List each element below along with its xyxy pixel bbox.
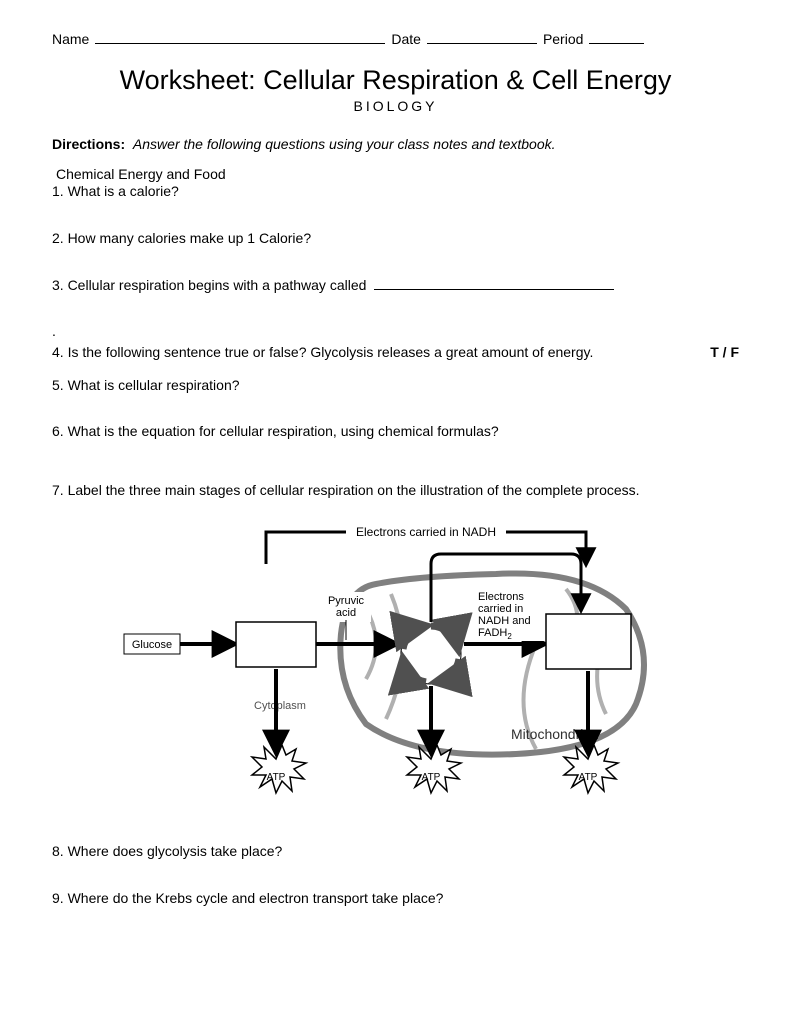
question-8: 8. Where does glycolysis take place? — [52, 842, 739, 861]
section-heading: Chemical Energy and Food — [56, 166, 739, 182]
svg-text:ATP: ATP — [266, 772, 285, 783]
question-4-text: 4. Is the following sentence true or fal… — [52, 343, 593, 362]
respiration-diagram: Electrons carried in NADH Glucose Pyruvi… — [116, 514, 676, 814]
period-blank[interactable] — [589, 30, 644, 44]
period-label: Period — [543, 31, 583, 47]
date-blank[interactable] — [427, 30, 537, 44]
directions-text: Answer the following questions using you… — [133, 136, 556, 152]
true-false-choice[interactable]: T / F — [710, 343, 739, 362]
question-6: 6. What is the equation for cellular res… — [52, 422, 739, 441]
mitochondrion-label: Mitochondrion — [511, 726, 599, 742]
question-1: 1. What is a calorie? — [52, 182, 739, 201]
directions: Directions: Answer the following questio… — [52, 136, 739, 152]
electrons2-line4: FADH2 — [478, 627, 512, 641]
cytoplasm-label: Cytoplasm — [254, 700, 306, 712]
pyruvic-label-1: Pyruvic — [327, 595, 364, 607]
glucose-label: Glucose — [131, 639, 171, 651]
name-blank[interactable] — [95, 30, 385, 44]
stray-period: . — [52, 323, 739, 339]
date-label: Date — [391, 31, 421, 47]
question-3-blank[interactable] — [374, 276, 614, 290]
worksheet-page: Name Date Period Worksheet: Cellular Res… — [0, 0, 791, 1024]
electrons2-line3: NADH and — [478, 615, 531, 627]
svg-text:ATP: ATP — [578, 772, 597, 783]
question-3-text: 3. Cellular respiration begins with a pa… — [52, 277, 366, 293]
name-label: Name — [52, 31, 89, 47]
atp-burst-2: ATP — [407, 686, 461, 793]
svg-text:ATP: ATP — [421, 772, 440, 783]
stage-box-1[interactable] — [236, 622, 316, 667]
question-7: 7. Label the three main stages of cellul… — [52, 481, 739, 500]
question-9: 9. Where do the Krebs cycle and electron… — [52, 889, 739, 908]
question-4: 4. Is the following sentence true or fal… — [52, 343, 739, 362]
atp-burst-1: ATP — [252, 669, 306, 793]
directions-label: Directions: — [52, 136, 125, 152]
question-2: 2. How many calories make up 1 Calorie? — [52, 229, 739, 248]
diagram-container: Electrons carried in NADH Glucose Pyruvi… — [52, 514, 739, 814]
question-5: 5. What is cellular respiration? — [52, 376, 739, 395]
page-subtitle: BIOLOGY — [52, 98, 739, 114]
header-fields: Name Date Period — [52, 30, 739, 47]
page-title: Worksheet: Cellular Respiration & Cell E… — [52, 65, 739, 96]
question-3: 3. Cellular respiration begins with a pa… — [52, 276, 739, 295]
electrons2-line2: carried in — [478, 603, 523, 615]
pyruvic-label-2: acid — [335, 607, 355, 619]
stage-box-3[interactable] — [546, 614, 631, 669]
krebs-cycle-icon — [401, 624, 461, 684]
top-label: Electrons carried in NADH — [355, 525, 495, 539]
electrons2-line1: Electrons — [478, 591, 524, 603]
